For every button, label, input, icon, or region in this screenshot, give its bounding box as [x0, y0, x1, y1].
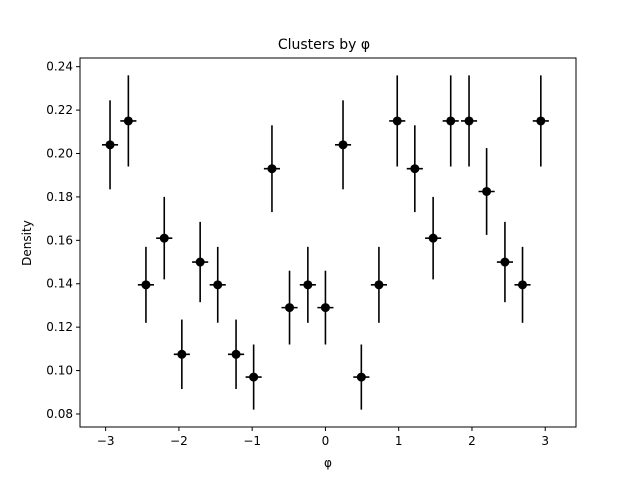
data-point [425, 196, 442, 280]
y-tick-label: 0.08 [46, 407, 73, 421]
data-point [334, 100, 352, 190]
point-marker [536, 116, 546, 126]
x-tick-label: 3 [541, 434, 549, 448]
point-marker [482, 186, 492, 196]
point-marker [249, 372, 259, 382]
data-point [389, 75, 406, 167]
data-point [156, 196, 173, 280]
point-marker [195, 257, 205, 267]
data-point [496, 221, 513, 303]
data-point [532, 75, 549, 167]
data-point [442, 75, 459, 167]
x-tick-label: −2 [170, 434, 188, 448]
y-tick-label: 0.20 [46, 147, 73, 161]
point-marker [267, 164, 277, 174]
x-tick-label: 0 [322, 434, 330, 448]
point-marker [105, 140, 115, 150]
point-marker [428, 233, 438, 243]
point-marker [500, 257, 510, 267]
data-point [245, 344, 262, 410]
x-axis: −3 −2 −1 0 1 2 3 [97, 427, 549, 448]
data-point [120, 75, 137, 167]
point-marker [213, 280, 223, 290]
point-marker [159, 233, 169, 243]
data-point [209, 246, 226, 323]
y-tick-label: 0.14 [46, 277, 73, 291]
point-marker [374, 280, 384, 290]
point-marker [464, 116, 474, 126]
data-point [406, 125, 423, 213]
y-tick-label: 0.24 [46, 60, 73, 74]
y-axis: 0.08 0.10 0.12 0.14 0.16 0.18 0.20 0.22 0.24 [46, 60, 80, 421]
data-point [317, 270, 334, 345]
data-point [370, 246, 387, 323]
y-tick-label: 0.22 [46, 103, 73, 117]
point-marker [446, 116, 456, 126]
data-point [173, 319, 190, 390]
data-point [281, 270, 298, 345]
x-axis-label: φ [324, 456, 332, 470]
y-tick-label: 0.18 [46, 190, 73, 204]
x-tick-label: −3 [97, 434, 115, 448]
data-point [192, 221, 209, 303]
point-marker [392, 116, 402, 126]
point-marker [338, 140, 348, 150]
x-tick-label: 1 [395, 434, 403, 448]
point-marker [123, 116, 133, 126]
point-marker [141, 280, 151, 290]
point-marker [320, 303, 330, 313]
plot-frame [79, 57, 577, 428]
point-marker [285, 303, 295, 313]
x-tick-label: −1 [243, 434, 261, 448]
data-point [514, 246, 531, 323]
point-marker [177, 349, 187, 359]
y-axis-label: Density [20, 220, 34, 266]
point-marker [410, 164, 420, 174]
data-point [353, 344, 370, 410]
y-tick-label: 0.10 [46, 364, 73, 378]
point-marker [518, 280, 528, 290]
point-marker [303, 280, 313, 290]
point-marker [356, 372, 366, 382]
data-points [101, 75, 549, 410]
data-point [101, 100, 119, 190]
y-tick-label: 0.16 [46, 233, 73, 247]
data-point [137, 246, 154, 323]
data-point [227, 319, 245, 390]
data-point [263, 125, 281, 213]
data-point [299, 246, 316, 323]
data-point [460, 75, 478, 167]
chart-title: Clusters by φ [278, 37, 370, 53]
point-marker [231, 349, 241, 359]
data-point [478, 148, 495, 235]
y-tick-label: 0.12 [46, 320, 73, 334]
x-tick-label: 2 [468, 434, 476, 448]
